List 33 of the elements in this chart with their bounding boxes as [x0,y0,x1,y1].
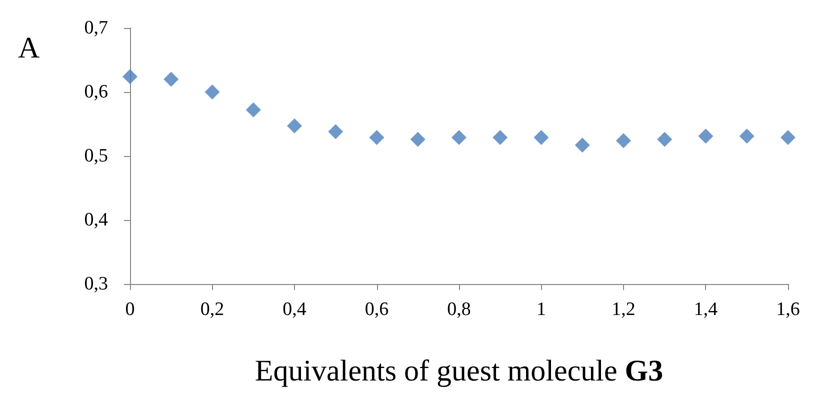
point [369,130,384,145]
y-tick-label: 0,5 [84,146,108,166]
point [492,130,508,145]
point [534,130,549,145]
x-axis-title: Equivalents of guest molecule G3 [254,354,664,388]
point [574,138,590,153]
point [164,72,179,87]
x-tick-label: 0,2 [200,299,224,320]
point [122,69,138,84]
point [204,84,220,100]
point [410,132,426,147]
x-tick-label: 0,4 [282,299,307,320]
x-tick-label: 1,2 [612,299,636,320]
point [780,130,796,145]
y-tick-label: 0,4 [84,210,108,230]
x-tick-label: 0,6 [364,299,389,320]
point [328,124,344,140]
x-tick-label: 1,4 [694,299,718,320]
x-tick-label: 1,6 [776,299,800,320]
y-tick-label: 0,7 [84,18,108,38]
x-tick-label: 0,8 [447,299,471,320]
x-tick-label: 1 [536,299,546,320]
y-tick-label: 0,6 [84,82,108,102]
point [246,102,261,118]
y-tick-label: 0,3 [84,274,108,294]
point [657,132,672,147]
point [452,130,466,145]
point [287,118,302,134]
point [698,128,714,144]
point [616,133,631,148]
x-tick-label: 0 [125,299,135,320]
text: A [18,32,40,64]
point [739,128,754,144]
